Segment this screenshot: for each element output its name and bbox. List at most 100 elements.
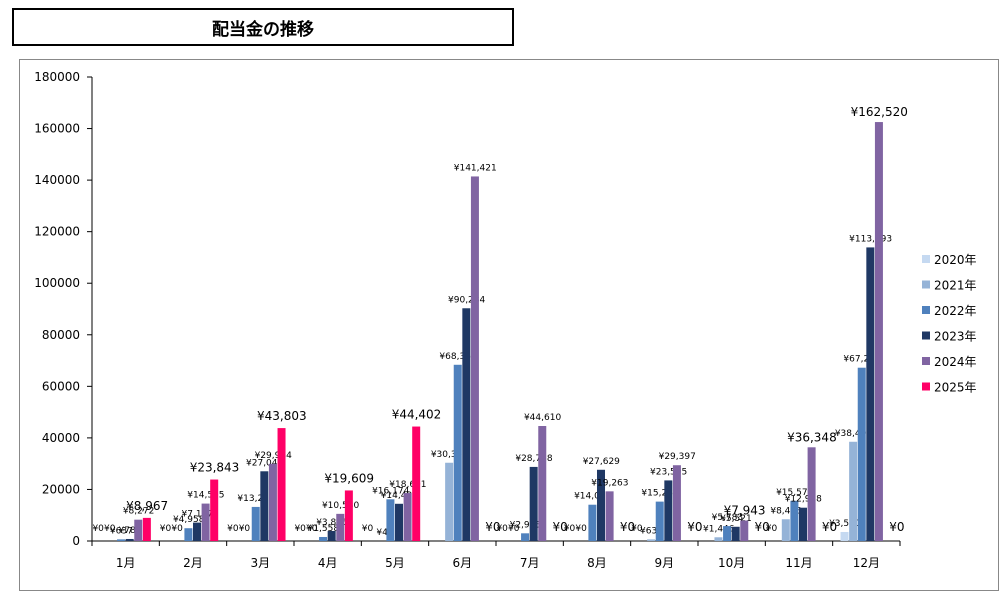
data-label: ¥0 bbox=[485, 520, 500, 534]
data-label: ¥23,843 bbox=[190, 461, 240, 475]
bar bbox=[193, 522, 201, 541]
bar bbox=[740, 520, 749, 541]
y-tick-label: 80000 bbox=[42, 328, 80, 342]
chart-frame bbox=[19, 59, 999, 591]
data-label: ¥0 bbox=[171, 524, 183, 534]
bar bbox=[134, 519, 143, 541]
legend-swatch bbox=[922, 382, 930, 391]
bar bbox=[866, 247, 875, 541]
data-label: ¥0 bbox=[294, 524, 306, 534]
bar bbox=[117, 539, 126, 541]
bar bbox=[251, 506, 260, 541]
data-label: ¥0 bbox=[620, 520, 635, 534]
data-label: ¥28,738 bbox=[515, 454, 552, 464]
bar bbox=[731, 526, 740, 541]
data-label: ¥10,530 bbox=[322, 501, 359, 511]
legend-label: 2022年 bbox=[934, 304, 977, 318]
x-tick-label: 10月 bbox=[718, 556, 745, 570]
data-label: ¥637 bbox=[110, 526, 133, 536]
chart-title-box: 配当金の推移 bbox=[12, 8, 514, 46]
bar bbox=[647, 539, 656, 541]
x-tick-label: 8月 bbox=[587, 556, 607, 570]
data-label: ¥0 bbox=[553, 520, 568, 534]
data-label: ¥141,421 bbox=[454, 163, 497, 173]
x-tick-label: 7月 bbox=[520, 556, 540, 570]
data-label: ¥90,284 bbox=[448, 295, 485, 305]
bar bbox=[268, 463, 277, 541]
data-label: ¥0 bbox=[755, 520, 770, 534]
bar bbox=[142, 517, 151, 541]
data-label: ¥67,226 bbox=[843, 355, 880, 365]
data-label: ¥0 bbox=[160, 524, 172, 534]
legend-label: 2020年 bbox=[934, 253, 977, 267]
x-tick-label: 9月 bbox=[655, 556, 675, 570]
data-label: ¥0 bbox=[564, 524, 576, 534]
data-label: ¥0 bbox=[239, 524, 251, 534]
data-label: ¥7,943 bbox=[724, 504, 766, 518]
data-label: ¥1,558 bbox=[308, 524, 340, 534]
x-tick-label: 5月 bbox=[385, 556, 405, 570]
bar bbox=[521, 533, 530, 541]
legend-swatch bbox=[922, 331, 930, 340]
data-label: ¥23,505 bbox=[650, 467, 687, 477]
y-tick-label: 140000 bbox=[34, 173, 80, 187]
data-label: ¥43,803 bbox=[257, 409, 307, 423]
legend-swatch bbox=[922, 280, 930, 289]
bar bbox=[277, 428, 286, 541]
y-tick-label: 40000 bbox=[42, 431, 80, 445]
data-label: ¥27,629 bbox=[583, 457, 620, 467]
data-label: ¥5,521 bbox=[720, 514, 752, 524]
bar bbox=[403, 493, 412, 541]
bar bbox=[840, 531, 849, 541]
bar bbox=[807, 447, 816, 541]
y-tick-label: 120000 bbox=[34, 225, 80, 239]
data-label: ¥68,360 bbox=[439, 352, 476, 362]
data-label: ¥38,496 bbox=[835, 429, 872, 439]
data-label: ¥0 bbox=[687, 520, 702, 534]
x-tick-label: 4月 bbox=[318, 556, 338, 570]
data-label: ¥0 bbox=[227, 524, 239, 534]
data-label: ¥0 bbox=[508, 524, 520, 534]
bar bbox=[588, 504, 597, 541]
data-label: ¥13,218 bbox=[237, 494, 274, 504]
data-label: ¥14,076 bbox=[574, 492, 611, 502]
data-label: ¥0 bbox=[104, 524, 116, 534]
x-tick-label: 1月 bbox=[116, 556, 136, 570]
bar bbox=[201, 503, 210, 541]
data-label: ¥7,137 bbox=[182, 510, 214, 520]
data-label: ¥19,263 bbox=[591, 478, 628, 488]
data-label: ¥27,044 bbox=[246, 458, 283, 468]
data-label: ¥8,272 bbox=[123, 507, 155, 517]
bar bbox=[327, 531, 336, 541]
legend-swatch bbox=[922, 255, 930, 263]
data-label: ¥0 bbox=[496, 524, 508, 534]
data-label: ¥785 bbox=[119, 526, 142, 536]
chart-title: 配当金の推移 bbox=[212, 19, 314, 40]
x-tick-label: 3月 bbox=[251, 556, 271, 570]
data-label: ¥3,876 bbox=[316, 518, 348, 528]
data-label: ¥14,515 bbox=[187, 491, 224, 501]
bar bbox=[412, 426, 421, 541]
bar bbox=[470, 176, 479, 541]
bar bbox=[319, 536, 328, 541]
data-label: ¥29,944 bbox=[255, 451, 292, 461]
bar bbox=[529, 466, 538, 541]
x-tick-label: 2月 bbox=[183, 556, 203, 570]
bar bbox=[395, 503, 403, 541]
legend-label: 2024年 bbox=[934, 355, 977, 369]
legend-swatch bbox=[922, 357, 930, 365]
data-label: ¥16,174 bbox=[372, 486, 409, 496]
bar bbox=[260, 471, 269, 541]
legend-label: 2021年 bbox=[934, 279, 977, 293]
bar bbox=[125, 538, 134, 541]
x-tick-label: 12月 bbox=[853, 556, 880, 570]
data-label: ¥0 bbox=[92, 524, 104, 534]
y-tick-label: 180000 bbox=[34, 70, 80, 84]
bar bbox=[799, 507, 807, 541]
data-label: ¥30,354 bbox=[431, 450, 468, 460]
data-label: ¥15,579 bbox=[776, 488, 813, 498]
data-label: ¥162,520 bbox=[851, 105, 908, 119]
data-label: ¥0 bbox=[822, 520, 837, 534]
data-label: ¥4 bbox=[376, 528, 388, 538]
data-label: ¥14,434 bbox=[381, 491, 418, 501]
